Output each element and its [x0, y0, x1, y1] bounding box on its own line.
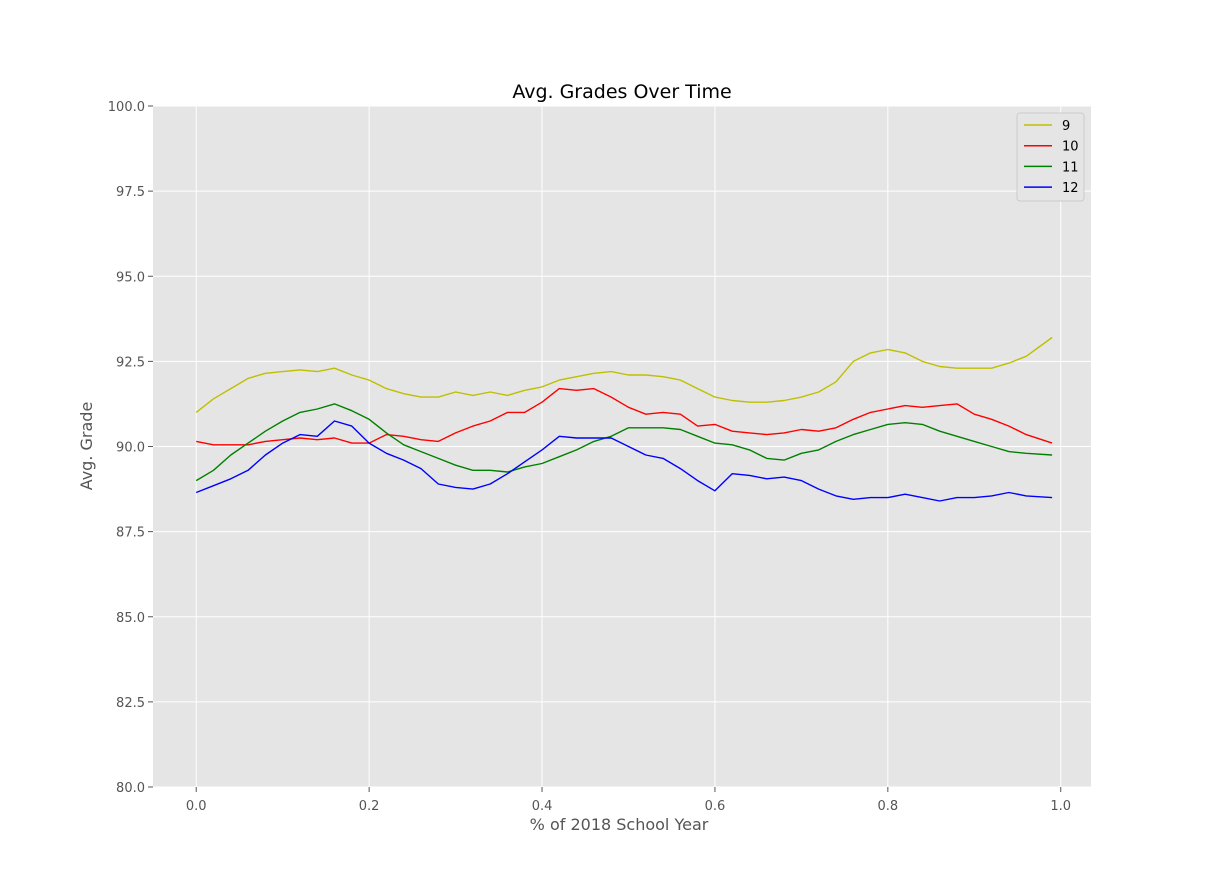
y-tick-label: 85.0 — [116, 611, 145, 626]
y-tick-label: 95.0 — [116, 270, 145, 285]
legend-label-11: 11 — [1062, 160, 1079, 175]
x-tick-label: 1.0 — [1050, 799, 1071, 814]
series-line-10 — [196, 387, 1053, 446]
y-tick-label: 92.5 — [116, 355, 145, 370]
y-tick-label: 80.0 — [116, 781, 145, 796]
chart-title: Avg. Grades Over Time — [512, 81, 731, 103]
y-tick-label: 82.5 — [116, 696, 145, 711]
x-tick-label: 0.6 — [705, 799, 726, 814]
y-tick-label: 87.5 — [116, 526, 145, 541]
x-axis-ticks: 0.0 0.2 0.4 0.6 0.8 1.0 — [186, 787, 1071, 814]
x-tick-label: 0.8 — [877, 799, 898, 814]
legend-label-9: 9 — [1062, 119, 1070, 134]
x-tick-label: 0.2 — [359, 799, 380, 814]
series-line-9 — [195, 336, 1053, 413]
y-tick-label: 90.0 — [116, 441, 145, 456]
y-tick-label: 97.5 — [116, 185, 145, 200]
series-layer — [195, 336, 1053, 502]
x-axis-label: % of 2018 School Year — [530, 815, 709, 834]
legend-label-10: 10 — [1062, 140, 1079, 155]
y-tick-label: 100.0 — [108, 100, 145, 115]
x-tick-label: 0.4 — [532, 799, 553, 814]
x-tick-label: 0.0 — [186, 799, 207, 814]
legend-box — [1016, 112, 1085, 202]
legend-label-12: 12 — [1062, 181, 1079, 196]
gridlines — [153, 105, 1091, 788]
y-axis-ticks: 80.0 82.5 85.0 87.5 90.0 92.5 95.0 97.5 100.0 — [108, 100, 153, 796]
y-axis-label: Avg. Grade — [77, 402, 96, 491]
series-line-12 — [195, 420, 1053, 502]
legend: 9 10 11 12 — [1016, 112, 1085, 202]
series-line-11 — [195, 403, 1053, 482]
